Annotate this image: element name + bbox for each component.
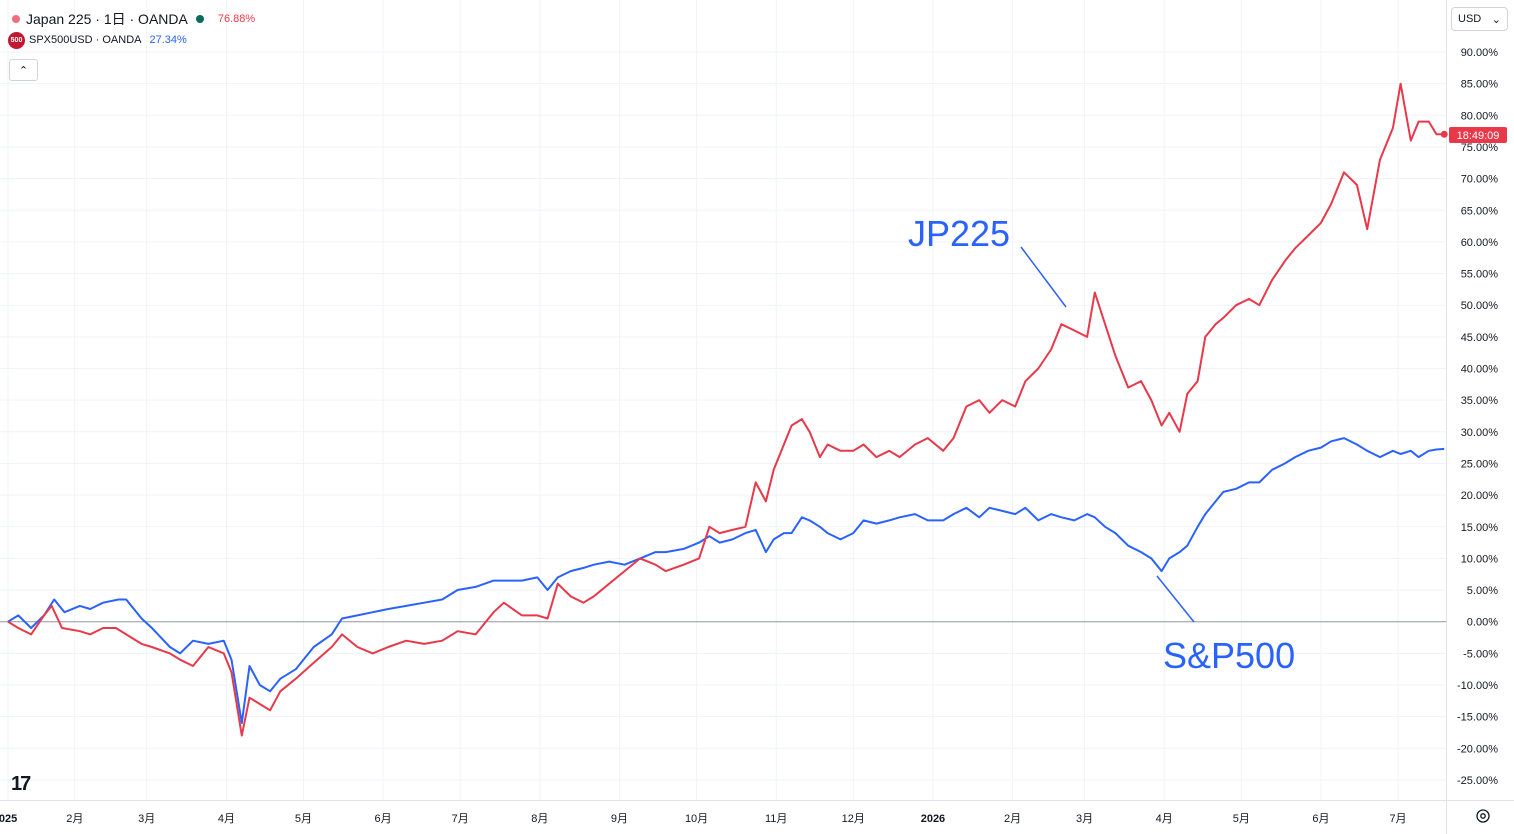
x-tick-label: 4月 xyxy=(218,813,235,825)
x-tick-label: 6月 xyxy=(375,813,392,825)
last-price-marker xyxy=(1440,130,1448,138)
currency-label: USD xyxy=(1458,13,1482,25)
y-tick-label: 45.00% xyxy=(1461,332,1499,344)
y-tick-label: 90.00% xyxy=(1461,47,1499,59)
legend-spx-value: 27.34% xyxy=(149,34,187,46)
y-tick-label: 80.00% xyxy=(1461,110,1499,122)
jp225-callout-line xyxy=(1020,246,1067,308)
x-tick-label: 2月 xyxy=(1004,813,1021,825)
market-status-icon xyxy=(195,15,204,23)
y-tick-label: 0.00% xyxy=(1467,617,1498,629)
legend: Japan 225 · 1日 · OANDA 76.88% 500 SPX500… xyxy=(8,8,255,50)
y-tick-label: 35.00% xyxy=(1461,395,1499,407)
price-tag: 18:49:09 xyxy=(1449,127,1507,143)
x-tick-label: 11月 xyxy=(765,813,787,825)
x-tick-label: 2月 xyxy=(66,813,83,825)
legend-jp225-label: Japan 225 · 1日 · OANDA xyxy=(26,11,188,27)
y-tick-label: 25.00% xyxy=(1461,458,1499,470)
y-tick-label: 30.00% xyxy=(1461,427,1499,439)
y-tick-label: 15.00% xyxy=(1461,522,1499,534)
y-tick-label: 85.00% xyxy=(1461,79,1499,91)
y-tick-label: 10.00% xyxy=(1461,553,1499,565)
x-tick-label: 7月 xyxy=(452,813,469,825)
x-tick-label: 4月 xyxy=(1156,813,1173,825)
chevron-down-icon: ⌄ xyxy=(1491,13,1501,26)
legend-row-jp225[interactable]: Japan 225 · 1日 · OANDA 76.88% xyxy=(8,8,255,30)
y-tick-label: 55.00% xyxy=(1461,269,1499,281)
spx-badge-icon: 500 xyxy=(8,31,25,49)
y-tick-label: -25.00% xyxy=(1457,775,1498,787)
price-tag-label: 18:49:09 xyxy=(1457,130,1500,142)
y-tick-label: 40.00% xyxy=(1461,364,1499,376)
x-tick-label: 9月 xyxy=(611,813,628,825)
chevron-up-icon: ⌃ xyxy=(18,64,29,77)
settings-gear-icon[interactable] xyxy=(1473,806,1493,826)
y-tick-label: -15.00% xyxy=(1457,712,1498,724)
series-color-dot xyxy=(12,15,20,23)
y-tick-label: 5.00% xyxy=(1467,585,1498,597)
x-tick-label: 3月 xyxy=(1076,813,1093,825)
y-tick-label: 20.00% xyxy=(1461,490,1499,502)
y-tick-label: 50.00% xyxy=(1461,300,1499,312)
tradingview-logo[interactable]: 17 xyxy=(11,773,31,795)
jp225-annotation: JP225 xyxy=(908,213,1010,254)
currency-selector[interactable]: USD ⌄ xyxy=(1451,7,1508,31)
x-tick-label: 10月 xyxy=(685,813,708,825)
series-layer xyxy=(7,82,1448,737)
y-tick-label: -10.00% xyxy=(1457,680,1498,692)
x-tick-label: 3月 xyxy=(138,813,155,825)
x-tick-label: 12月 xyxy=(842,813,865,825)
sp500-annotation: S&P500 xyxy=(1163,635,1295,676)
collapse-legend-button[interactable]: ⌃ xyxy=(9,59,38,81)
x-tick-label: 025 xyxy=(0,813,17,825)
y-tick-label: 75.00% xyxy=(1461,142,1499,154)
legend-row-spx[interactable]: 500 SPX500USD · OANDA 27.34% xyxy=(8,30,255,50)
x-tick-label: 8月 xyxy=(531,813,548,825)
legend-jp225-value: 76.88% xyxy=(217,13,256,25)
series-line-spx500usd[interactable] xyxy=(7,437,1445,724)
y-tick-label: -5.00% xyxy=(1463,648,1498,660)
x-tick-label: 7月 xyxy=(1389,813,1406,825)
time-axis[interactable]: 025 2月 3月 4月 5月 6月 7月 8月 9月 10月 11月 12月 2026 2月 3月 4月 5月… xyxy=(0,813,1407,825)
y-tick-label: 70.00% xyxy=(1461,174,1499,186)
y-tick-label: -20.00% xyxy=(1457,743,1498,755)
legend-spx-label: SPX500USD · OANDA xyxy=(29,34,142,46)
series-line-japan-225[interactable] xyxy=(7,82,1445,737)
annotation-layer: JP225 S&P500 xyxy=(908,213,1295,676)
y-tick-label: 60.00% xyxy=(1461,237,1499,249)
x-tick-label: 5月 xyxy=(295,813,312,825)
x-tick-label: 2026 xyxy=(921,813,945,825)
x-tick-label: 5月 xyxy=(1233,813,1250,825)
price-axis[interactable]: 90.00% 85.00% 80.00% 75.00% 70.00% 65.00% 60.0… xyxy=(1457,47,1498,787)
x-tick-label: 6月 xyxy=(1312,813,1329,825)
sp500-callout-line xyxy=(1156,575,1195,623)
y-tick-label: 65.00% xyxy=(1461,205,1499,217)
